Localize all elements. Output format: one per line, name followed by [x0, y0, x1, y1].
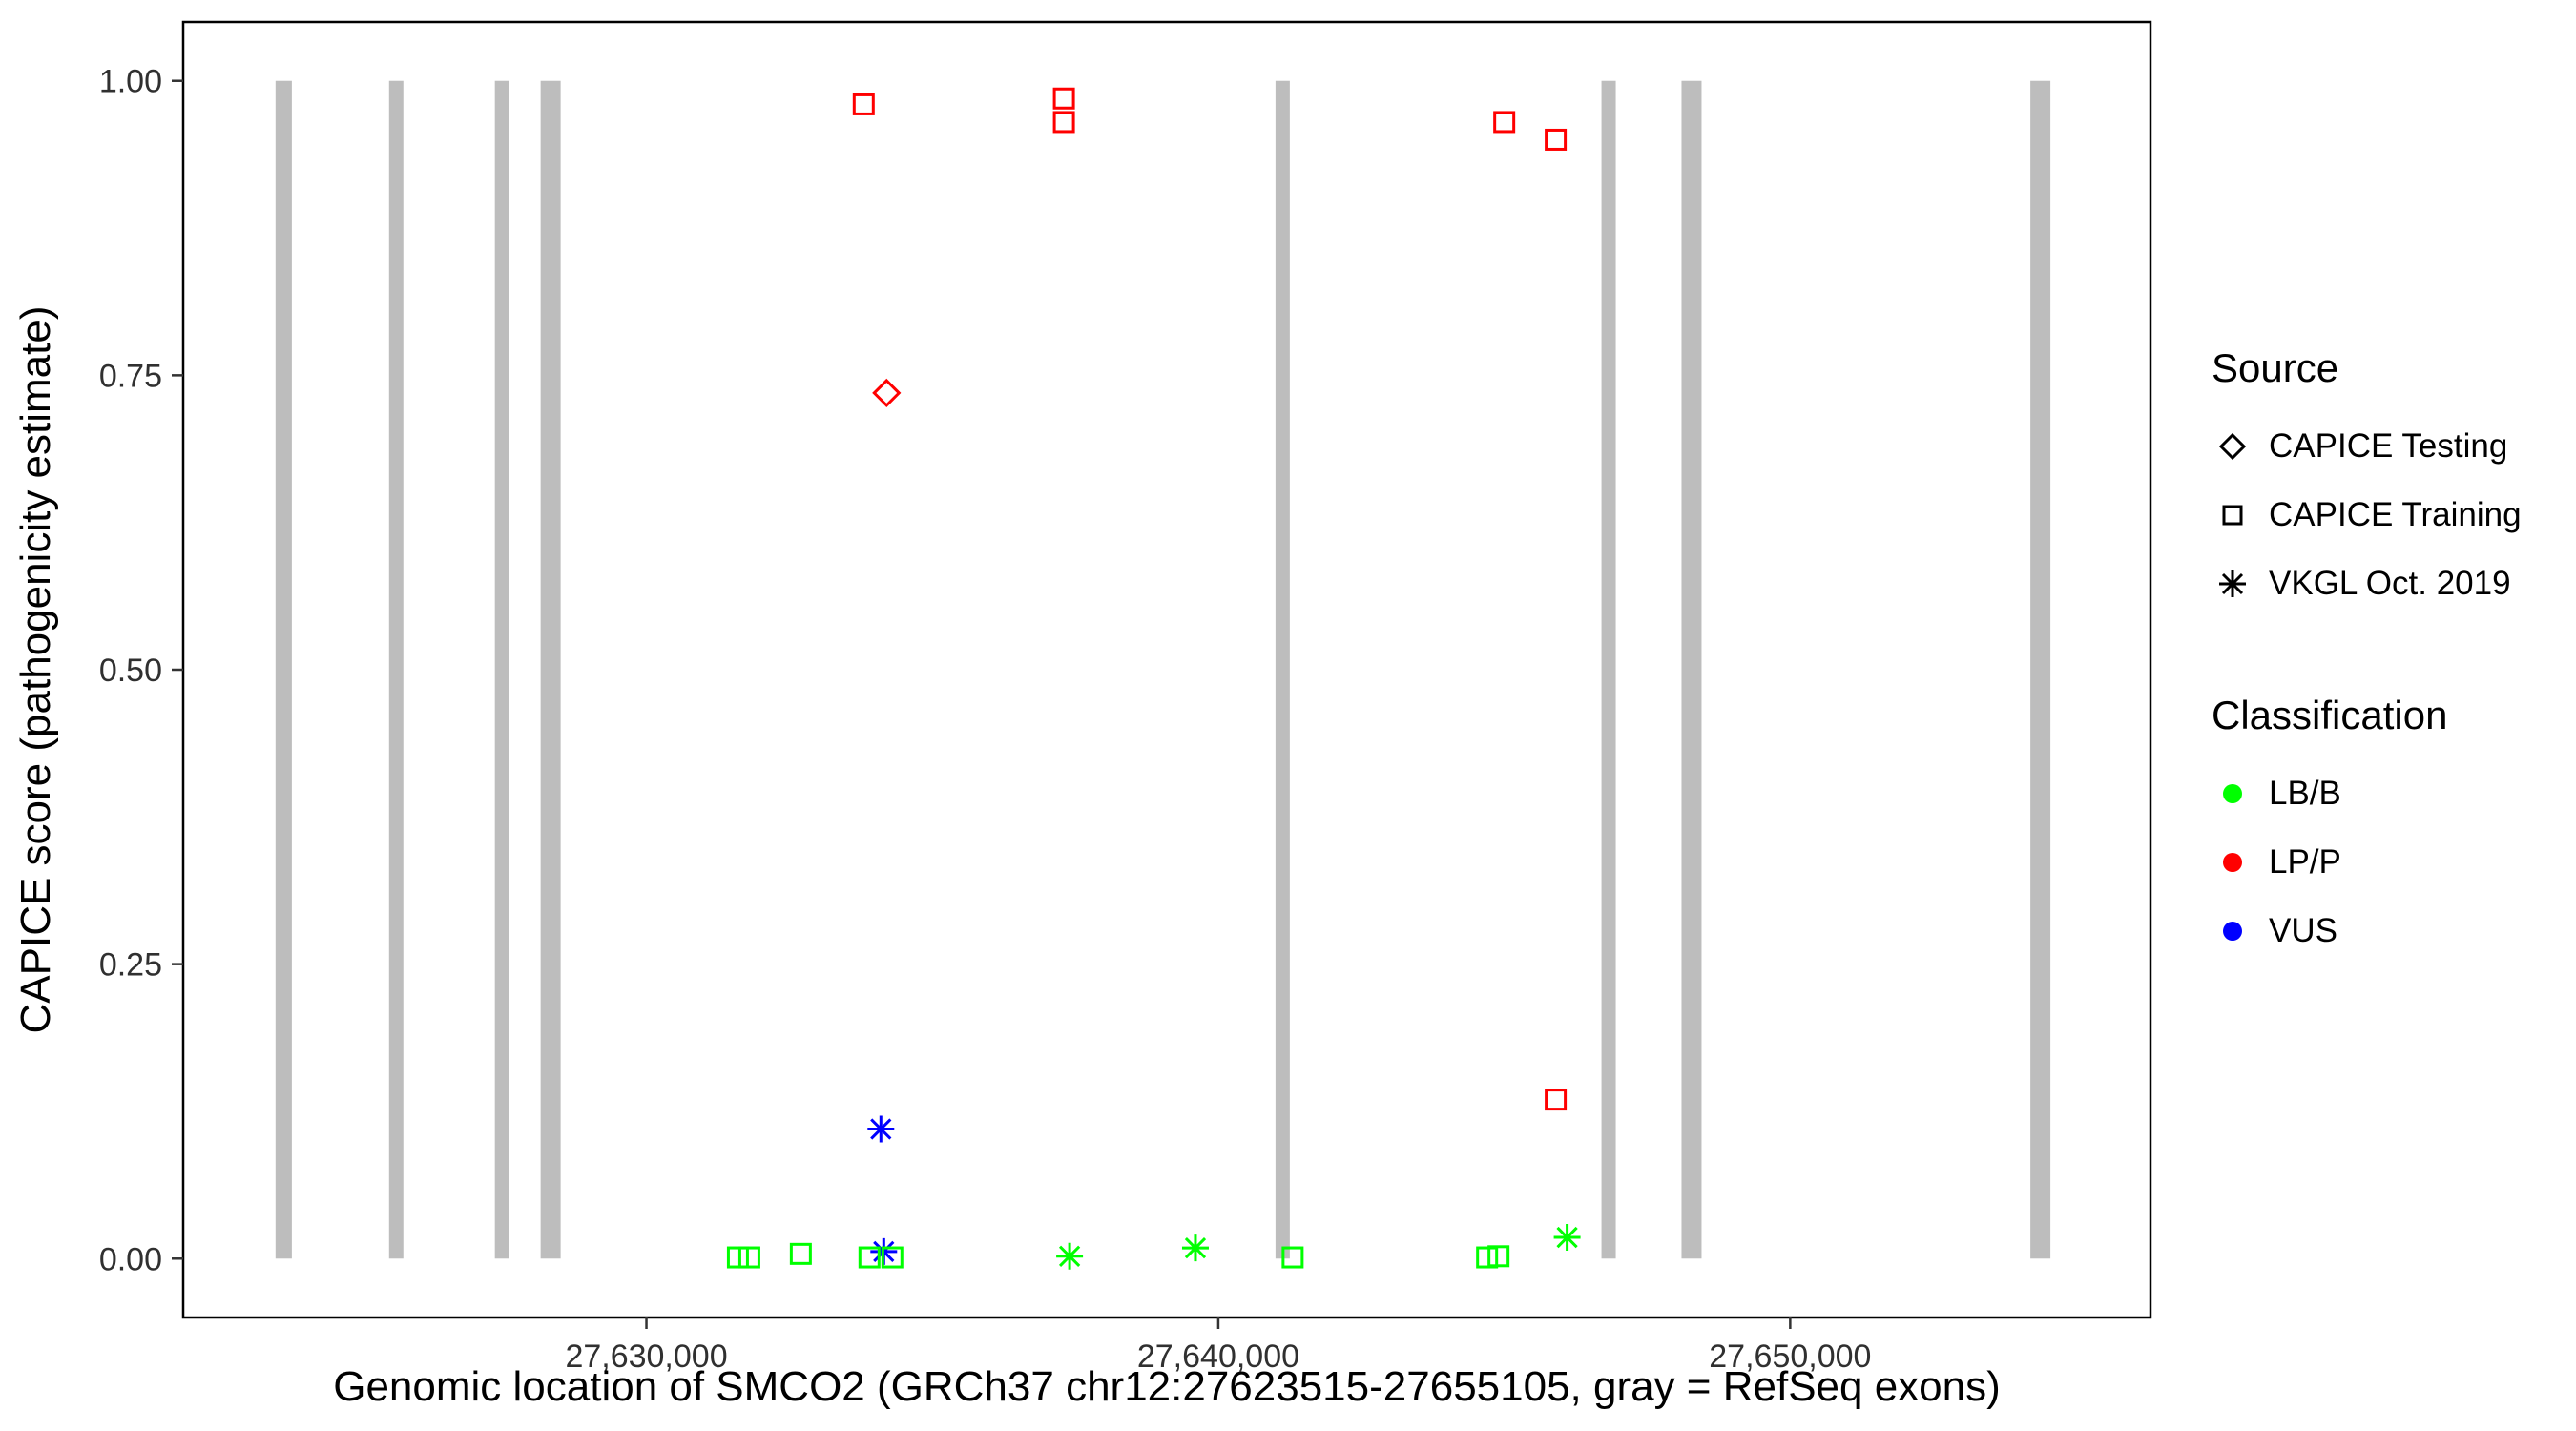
data-point-asterisk	[1181, 1234, 1209, 1262]
exon-bar	[494, 80, 509, 1259]
data-point-square	[1493, 111, 1516, 134]
asterisk-icon	[2219, 570, 2246, 597]
data-point-square	[858, 1246, 881, 1269]
data-point-asterisk	[1056, 1242, 1084, 1270]
panel-border	[181, 20, 2152, 1319]
legend-label-capice-training: CAPICE Training	[2269, 496, 2522, 533]
legend-item-lbb: LB/B	[2212, 759, 2522, 828]
legend-gap	[2212, 618, 2522, 693]
diamond-icon	[2218, 432, 2247, 461]
square-icon	[2222, 505, 2243, 526]
data-point-square	[726, 1246, 749, 1269]
data-point-square	[1545, 128, 1568, 151]
data-point-asterisk	[1553, 1224, 1581, 1252]
legend-source-title: Source	[2212, 345, 2339, 390]
x-tick-label: 27,650,000	[1709, 1338, 1871, 1375]
y-tick-label: 0.25	[99, 947, 162, 984]
legend-classification-title: Classification	[2212, 693, 2448, 737]
legend-label-vus: VUS	[2269, 912, 2337, 949]
exon-bar	[1275, 80, 1290, 1259]
legend-label-vkgl: VKGL Oct. 2019	[2269, 565, 2511, 602]
data-point-square	[1487, 1245, 1510, 1268]
y-tick-label: 0.00	[99, 1241, 162, 1277]
data-point-square	[1545, 1089, 1568, 1111]
legend-label-lpp: LP/P	[2269, 843, 2341, 881]
exon-bar	[1601, 80, 1616, 1259]
data-point-square	[1476, 1246, 1499, 1269]
y-tick-label: 1.00	[99, 64, 162, 100]
data-point-diamond	[872, 378, 902, 408]
x-tick-label: 27,630,000	[565, 1338, 727, 1375]
x-axis-title: Genomic location of SMCO2 (GRCh37 chr12:…	[333, 1363, 2001, 1410]
x-tick-label: 27,640,000	[1137, 1338, 1299, 1375]
exon-bar	[1681, 80, 1702, 1259]
legend-label-lbb: LB/B	[2269, 775, 2341, 812]
red-dot-icon	[2223, 853, 2242, 872]
data-point-square	[1281, 1246, 1304, 1269]
green-dot-icon	[2223, 784, 2242, 803]
legend: Source CAPICE Testing CAPICE Training VK…	[2212, 345, 2522, 965]
legend-item-lpp: LP/P	[2212, 828, 2522, 897]
legend-item-capice-training: CAPICE Training	[2212, 481, 2522, 550]
exon-bar	[388, 80, 404, 1259]
legend-item-vkgl: VKGL Oct. 2019	[2212, 550, 2522, 618]
data-point-square	[737, 1246, 760, 1269]
data-point-square	[1052, 111, 1075, 134]
data-point-square	[789, 1242, 812, 1265]
legend-item-capice-testing: CAPICE Testing	[2212, 412, 2522, 481]
y-tick-label: 0.50	[99, 653, 162, 689]
exon-bar	[2030, 80, 2051, 1259]
y-axis-title: CAPICE score (pathogenicity estimate)	[12, 306, 59, 1034]
legend-label-capice-testing: CAPICE Testing	[2269, 427, 2508, 465]
blue-dot-icon	[2223, 922, 2242, 941]
legend-item-vus: VUS	[2212, 897, 2522, 965]
exon-bar	[275, 80, 292, 1259]
y-tick-label: 0.75	[99, 358, 162, 394]
exon-bar	[540, 80, 561, 1259]
data-point-asterisk	[867, 1115, 895, 1143]
data-point-square	[852, 93, 875, 115]
data-point-square	[881, 1246, 904, 1269]
data-point-square	[1052, 87, 1075, 110]
